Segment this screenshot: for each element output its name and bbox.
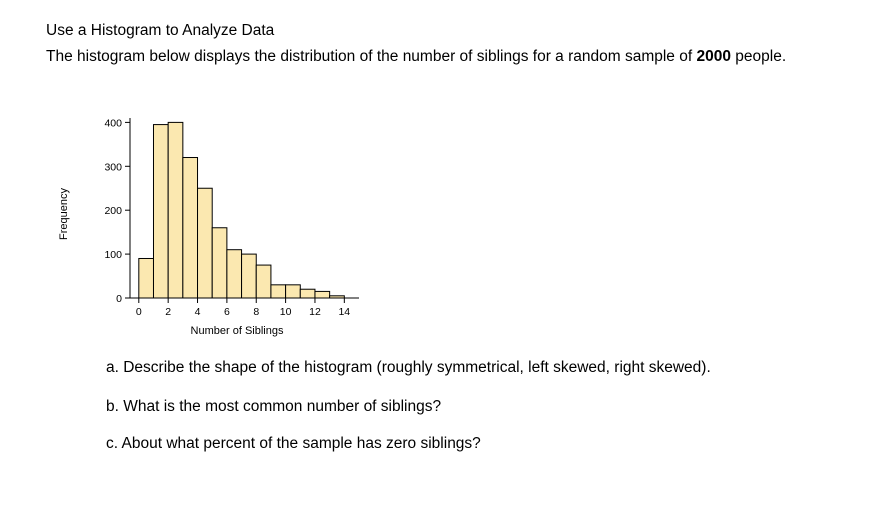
histogram-bar (314, 290, 331, 299)
y-tick-label: 400 (104, 117, 122, 129)
histogram-bar (152, 124, 169, 299)
sample-size: 2000 (696, 48, 731, 65)
intro-paragraph: The histogram below displays the distrib… (46, 45, 826, 69)
question-a: a. Describe the shape of the histogram (… (106, 359, 711, 376)
y-tick-label: 200 (104, 205, 122, 217)
x-tick-label: 6 (224, 306, 230, 318)
y-tick-label: 0 (116, 293, 122, 305)
intro-text-after: people. (730, 48, 787, 65)
x-axis-label: Number of Siblings (191, 325, 284, 337)
histogram-bar (255, 264, 272, 299)
x-tick-label: 0 (136, 306, 142, 318)
histogram-bar (270, 284, 287, 299)
question-b: b. What is the most common number of sib… (106, 398, 442, 415)
y-axis-label: Frequency (58, 188, 70, 240)
y-tick-label: 300 (104, 161, 122, 173)
histogram-bar (182, 157, 199, 299)
x-tick-label: 10 (280, 306, 292, 318)
x-tick-label: 14 (338, 306, 350, 318)
histogram-bar (241, 253, 257, 299)
histogram-bar (167, 121, 184, 299)
histogram-bar (211, 227, 228, 299)
histogram-bar (197, 187, 213, 299)
siblings-histogram: Frequency Number of Siblings 01002003004… (58, 117, 359, 337)
question-c: c. About what percent of the sample has … (106, 435, 481, 452)
x-tick-label: 4 (195, 306, 201, 318)
histogram-bar (138, 257, 154, 299)
heading: Use a Histogram to Analyze Data (46, 22, 275, 39)
x-tick-label: 8 (253, 306, 259, 318)
histogram-bar (226, 249, 243, 299)
histogram-bar (299, 288, 316, 299)
y-tick-label: 100 (104, 249, 122, 261)
intro-text-before: The histogram below displays the distrib… (46, 48, 697, 65)
x-tick-label: 12 (309, 306, 321, 318)
histogram-bar (285, 284, 301, 299)
x-tick-label: 2 (165, 306, 171, 318)
